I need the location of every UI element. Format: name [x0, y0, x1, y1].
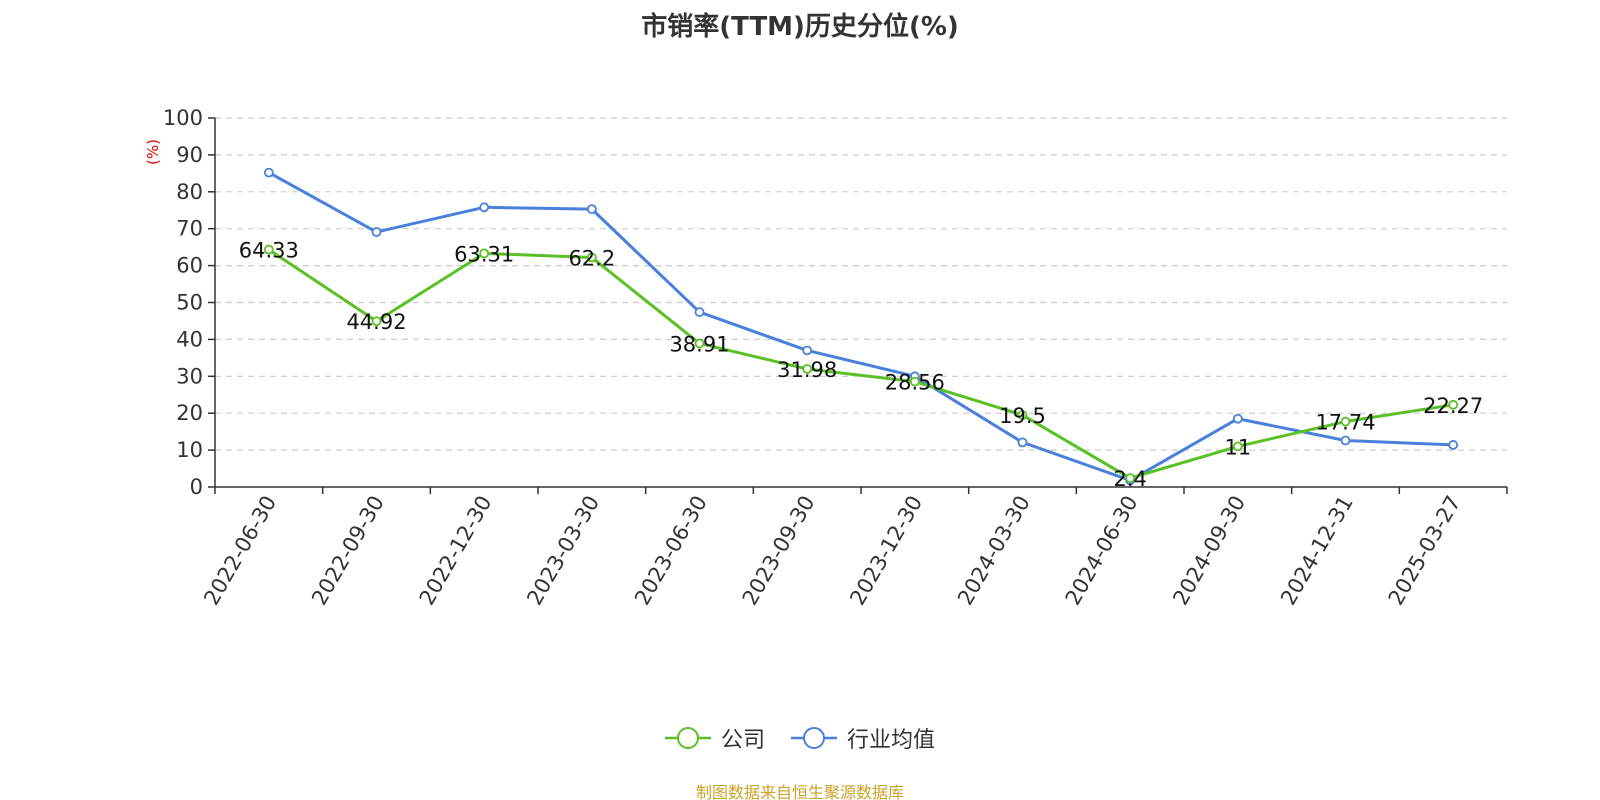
data-point-company [479, 248, 490, 259]
data-point-company [1232, 441, 1243, 452]
x-tick-label: 2024-03-30 [953, 492, 1035, 610]
y-tick-label: 10 [176, 438, 203, 462]
source-note: 制图数据来自恒生聚源数据库 [695, 783, 904, 800]
y-tick-label: 50 [176, 291, 203, 315]
legend-label: 行业均值 [847, 728, 936, 753]
data-point-industry-average [1448, 440, 1459, 450]
data-point-industry-average [479, 202, 490, 213]
data-point-company [263, 244, 274, 255]
x-tick-label: 2023-03-30 [522, 492, 604, 610]
data-point-company [909, 376, 920, 387]
data-label: 17.74 [1315, 411, 1375, 435]
data-point-industry-average [802, 345, 813, 356]
legend: 公司 行业均值 [0, 722, 1600, 754]
legend-item-industry-average[interactable]: 行业均值 [791, 722, 935, 754]
series-line-industry-average [268, 171, 1454, 482]
data-point-company [1340, 416, 1351, 427]
data-point-industry-average [694, 307, 705, 317]
data-label: 62.2 [568, 246, 615, 270]
series-line-company [268, 248, 1454, 480]
y-tick-label: 0 [190, 475, 203, 499]
y-tick-label: 60 [176, 254, 203, 278]
x-tick-label: 2024-06-30 [1061, 492, 1143, 610]
y-tick-label: 20 [176, 401, 203, 425]
data-label: 31.98 [777, 358, 837, 382]
x-tick-label: 2022-06-30 [199, 492, 281, 610]
data-label: 64.33 [239, 239, 299, 263]
data-point-company [694, 338, 705, 349]
series-layer [263, 167, 1459, 486]
data-label: 44.92 [346, 310, 406, 334]
data-point-industry-average [371, 227, 382, 237]
data-label: 22.27 [1423, 394, 1483, 418]
x-tick-label: 2024-09-30 [1168, 492, 1250, 610]
data-point-company [371, 316, 382, 327]
y-tick-label: 30 [176, 364, 203, 388]
x-tick-label: 2024-12-31 [1276, 492, 1358, 610]
data-label: 28.56 [885, 371, 945, 395]
y-tick-label: 80 [176, 180, 203, 204]
data-label-layer: 64.33 44.92 63.31 62.2 38.91 31.98 28.56 19.5 2.… [239, 239, 1483, 492]
y-axis-label: (%) [144, 139, 162, 165]
data-label: 11 [1224, 435, 1251, 459]
legend-line-circle-icon [664, 727, 711, 749]
data-point-industry-average [586, 204, 597, 215]
data-point-industry-average [1340, 435, 1351, 446]
x-tick-label: 2023-12-30 [845, 492, 927, 610]
data-point-company [586, 252, 597, 263]
data-point-company [1448, 399, 1459, 410]
legend-item-company[interactable]: 公司 [664, 722, 765, 754]
y-tick-label: 70 [176, 217, 203, 241]
legend-label: 公司 [720, 728, 765, 753]
x-tick-label: 2022-09-30 [307, 492, 389, 610]
data-point-industry-average [1017, 437, 1028, 448]
x-tick-label: 2022-12-30 [415, 492, 497, 610]
data-label: 38.91 [669, 332, 729, 356]
chart-title: 市销率(TTM)历史分位(%) [641, 12, 959, 42]
x-tick-label: 2023-09-30 [738, 492, 820, 610]
y-tick-label: 90 [176, 143, 203, 167]
data-point-industry-average [263, 167, 274, 178]
data-point-industry-average [1232, 413, 1243, 424]
data-label: 2.4 [1113, 467, 1146, 491]
data-point-company [802, 364, 813, 374]
legend-line-circle-icon [791, 727, 837, 749]
data-point-company [1125, 473, 1136, 484]
grid-layer [215, 117, 1507, 451]
y-tick-label: 100 [163, 106, 203, 130]
data-label: 63.31 [454, 242, 514, 266]
x-tick-label: 2023-06-30 [630, 492, 712, 610]
x-tick-label: 2025-03-27 [1384, 492, 1466, 610]
data-point-company [1017, 410, 1028, 420]
data-label: 19.5 [999, 404, 1046, 428]
y-tick-label: 40 [176, 327, 203, 351]
